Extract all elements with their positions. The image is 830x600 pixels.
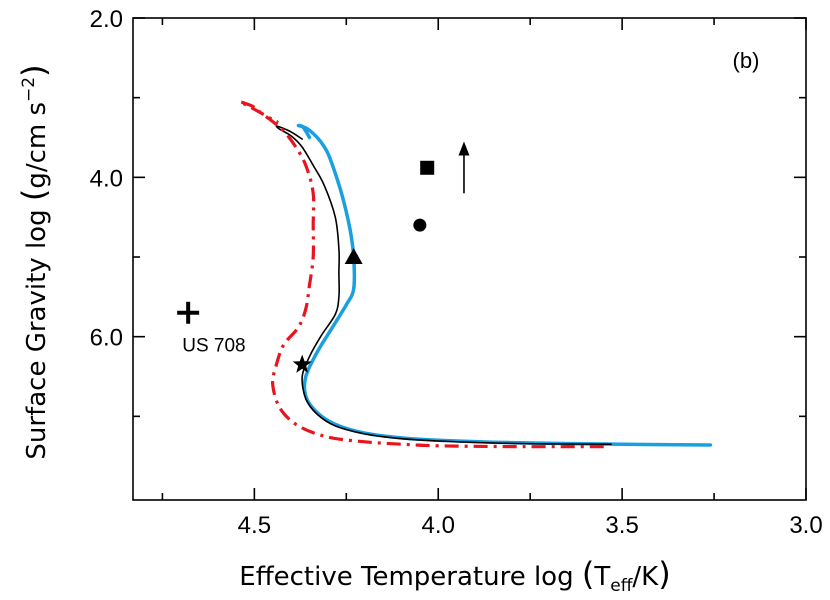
x-tick-label: 3.5: [605, 512, 638, 539]
black-track: [275, 125, 612, 445]
series-group: [238, 99, 713, 449]
x-axis-label-suffix: /K: [632, 562, 659, 592]
x-axis-label-main: T: [593, 562, 610, 592]
y-axis-label-paren-open: (: [15, 189, 53, 201]
y-tick-labels: 2.0 4.0 6.0: [90, 6, 123, 352]
circle-marker: [413, 218, 427, 232]
triangle-marker: [344, 248, 363, 265]
x-axis-label-subscript: eff: [610, 576, 633, 596]
axis-ticks: [133, 17, 807, 500]
x-tick-label: 3.0: [789, 512, 822, 539]
y-axis-label-prefix: Surface Gravity log: [22, 201, 52, 459]
star-marker: [292, 354, 312, 373]
y-tick-label: 6.0: [90, 325, 123, 352]
square-marker: [420, 160, 435, 175]
blue-track: [296, 123, 713, 447]
red-track: [238, 99, 604, 449]
plot-frame: [132, 17, 807, 501]
y-tick-label: 4.0: [90, 165, 123, 192]
markers-group: US 708: [177, 141, 470, 373]
x-axis-label-prefix: Effective Temperature log: [239, 562, 582, 592]
y-axis-label-paren-close: ): [15, 64, 53, 76]
arrow-head: [458, 141, 470, 156]
us708-label: US 708: [182, 336, 245, 357]
y-axis-label-superscript: −2: [19, 77, 39, 102]
x-axis-label-paren-close: ): [658, 555, 670, 593]
plus-marker: [177, 301, 200, 324]
x-tick-labels: 4.5 4.0 3.5 3.0: [238, 512, 823, 539]
x-tick-label: 4.0: [422, 512, 455, 539]
x-axis-label-paren-open: (: [582, 555, 594, 593]
panel-label: (b): [733, 48, 760, 73]
x-tick-label: 4.5: [238, 512, 271, 539]
y-tick-label: 2.0: [90, 6, 123, 33]
y-axis-label-unit: g/cm s: [22, 102, 52, 189]
direction-arrow: [458, 141, 470, 194]
y-axis-label: Surface Gravity log (g/cm s−2): [15, 64, 53, 459]
x-axis-label: Effective Temperature log (Teff/K): [239, 555, 670, 596]
